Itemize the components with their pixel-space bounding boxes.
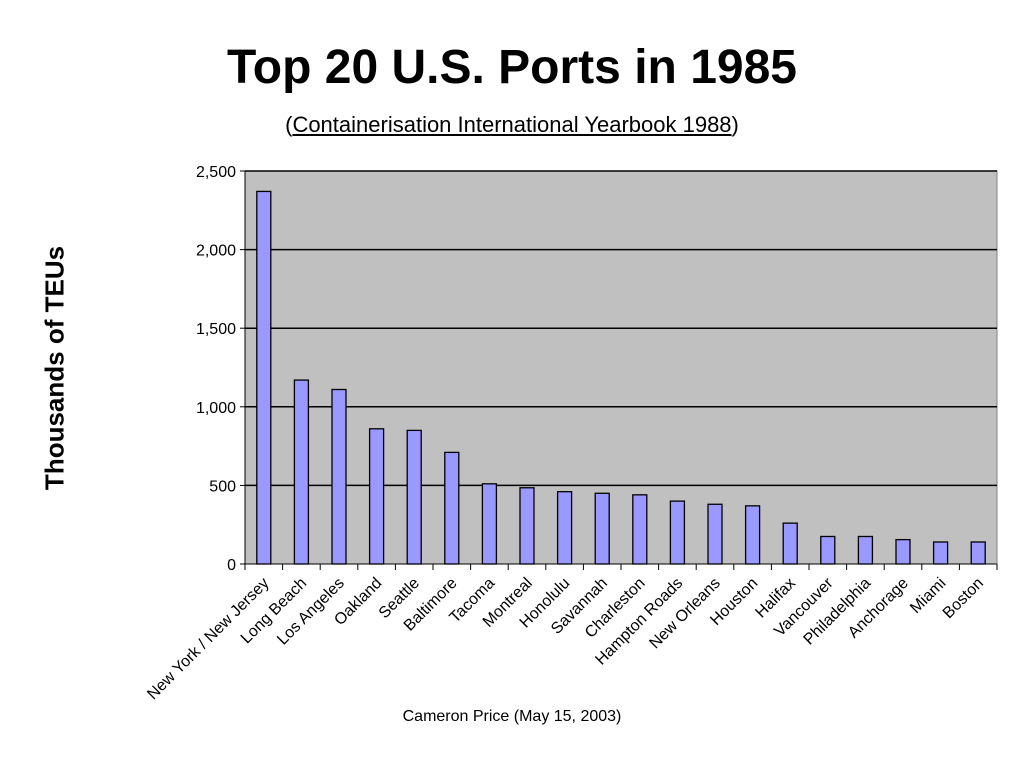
y-axis: 0 500 1,000 1,500 2,000 2,500 [196,164,246,574]
bar [895,538,911,565]
subtitle-open-paren: ( [285,112,293,137]
bar [782,522,798,565]
bar [331,388,347,565]
bar [481,483,498,565]
bar [368,428,385,565]
y-tick-label: 0 [227,557,236,574]
chart-title: Top 20 U.S. Ports in 1985 [227,41,797,94]
y-tick-label: 2,500 [196,164,236,181]
chart-subtitle: (Containerisation International Yearbook… [0,112,1024,138]
bar [932,541,949,565]
footer-credit: Cameron Price (May 15, 2003) [402,708,622,725]
bar [293,379,310,565]
bar [970,541,986,565]
bar [632,494,648,565]
bar [594,492,610,565]
gridlines [245,170,997,487]
y-tick-label: 2,000 [196,243,236,260]
y-tick-label: 500 [209,478,236,495]
bar [444,451,460,565]
subtitle-source: Containerisation International Yearbook … [292,112,732,137]
bar [519,487,535,565]
bar [669,500,686,565]
x-tick-label: Boston [940,575,987,622]
bar [744,505,761,565]
bar [406,429,422,565]
bar [256,190,272,565]
bar [707,503,723,565]
plot-area [244,170,998,565]
bar [820,535,836,565]
y-tick-label: 1,000 [196,400,236,417]
bar [857,535,874,565]
bars [256,190,986,565]
y-tick-label: 1,500 [196,321,236,338]
subtitle-close-paren: ) [731,112,739,137]
bar [556,491,573,565]
